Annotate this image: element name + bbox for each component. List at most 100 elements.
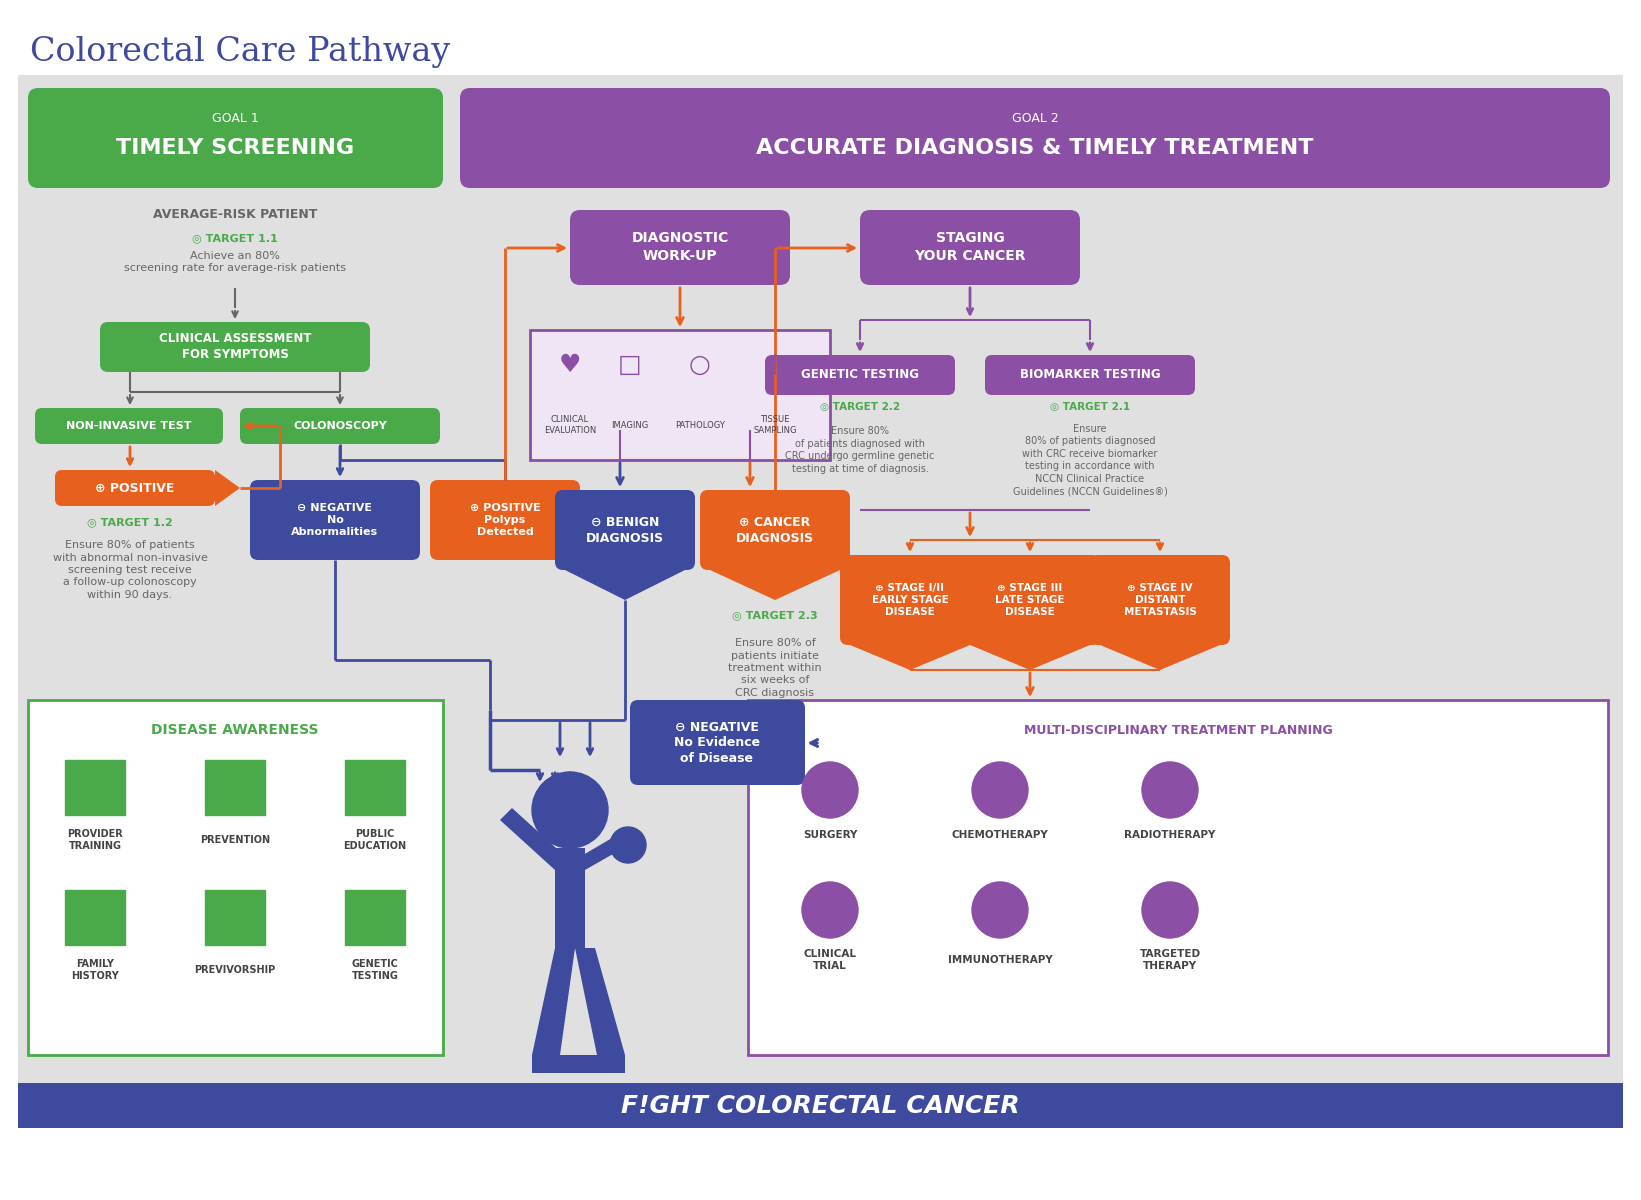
Bar xyxy=(66,890,125,946)
Text: ⊖ NEGATIVE
No
Abnormalities: ⊖ NEGATIVE No Abnormalities xyxy=(292,503,379,538)
Text: NON-INVASIVE TEST: NON-INVASIVE TEST xyxy=(66,421,192,431)
Text: Ensure
80% of patients diagnosed
with CRC receive biomarker
testing in accordanc: Ensure 80% of patients diagnosed with CR… xyxy=(1012,424,1167,496)
Text: BIOMARKER TESTING: BIOMARKER TESTING xyxy=(1019,368,1160,382)
FancyBboxPatch shape xyxy=(630,700,806,785)
Text: AVERAGE-RISK PATIENT: AVERAGE-RISK PATIENT xyxy=(153,209,317,222)
Text: CHEMOTHERAPY: CHEMOTHERAPY xyxy=(952,830,1049,840)
FancyBboxPatch shape xyxy=(860,210,1080,284)
Text: TISSUE
SAMPLING: TISSUE SAMPLING xyxy=(753,415,798,436)
Text: SURGERY: SURGERY xyxy=(802,830,857,840)
Text: ◎ TARGET 2.2: ◎ TARGET 2.2 xyxy=(820,402,899,412)
FancyBboxPatch shape xyxy=(56,470,215,506)
Text: GOAL 2: GOAL 2 xyxy=(1011,112,1058,125)
Bar xyxy=(530,330,830,460)
Text: F!GHT COLORECTAL CANCER: F!GHT COLORECTAL CANCER xyxy=(620,1094,1019,1118)
Text: FAMILY
HISTORY: FAMILY HISTORY xyxy=(71,959,118,982)
Text: DISEASE AWARENESS: DISEASE AWARENESS xyxy=(151,722,318,737)
Bar xyxy=(345,890,405,946)
Text: PREVIVORSHIP: PREVIVORSHIP xyxy=(194,965,276,974)
Text: ◎ TARGET 2.1: ◎ TARGET 2.1 xyxy=(1050,402,1131,412)
Circle shape xyxy=(532,772,609,848)
FancyBboxPatch shape xyxy=(34,408,223,444)
Circle shape xyxy=(802,882,858,938)
Circle shape xyxy=(1142,882,1198,938)
Text: □: □ xyxy=(619,353,642,377)
Polygon shape xyxy=(1099,646,1219,670)
FancyBboxPatch shape xyxy=(249,480,420,560)
FancyBboxPatch shape xyxy=(100,322,369,372)
Bar xyxy=(18,1082,1623,1128)
Polygon shape xyxy=(565,570,684,600)
Text: Achieve an 80%
screening rate for average-risk patients: Achieve an 80% screening rate for averag… xyxy=(125,251,346,274)
Text: CLINICAL
EVALUATION: CLINICAL EVALUATION xyxy=(543,415,596,436)
Text: ◎ TARGET 2.3: ◎ TARGET 2.3 xyxy=(732,610,817,620)
FancyBboxPatch shape xyxy=(1090,554,1231,646)
Text: ACCURATE DIAGNOSIS & TIMELY TREATMENT: ACCURATE DIAGNOSIS & TIMELY TREATMENT xyxy=(757,138,1314,158)
FancyBboxPatch shape xyxy=(985,355,1195,395)
FancyBboxPatch shape xyxy=(459,88,1610,188)
FancyBboxPatch shape xyxy=(530,330,830,460)
Text: †: † xyxy=(768,353,781,377)
FancyBboxPatch shape xyxy=(28,88,443,188)
FancyBboxPatch shape xyxy=(960,554,1099,646)
FancyBboxPatch shape xyxy=(569,210,789,284)
Text: GENETIC
TESTING: GENETIC TESTING xyxy=(351,959,399,982)
Text: ◎ TARGET 1.2: ◎ TARGET 1.2 xyxy=(87,517,172,527)
FancyBboxPatch shape xyxy=(765,355,955,395)
Circle shape xyxy=(971,882,1027,938)
Text: TARGETED
THERAPY: TARGETED THERAPY xyxy=(1139,949,1201,971)
Bar xyxy=(205,760,264,815)
Polygon shape xyxy=(574,948,625,1055)
Bar xyxy=(532,1055,625,1073)
Text: ♥: ♥ xyxy=(560,353,581,377)
Text: ⊕ CANCER
DIAGNOSIS: ⊕ CANCER DIAGNOSIS xyxy=(735,516,814,545)
Polygon shape xyxy=(578,838,620,870)
Circle shape xyxy=(1142,762,1198,818)
Text: COLONOSCOPY: COLONOSCOPY xyxy=(294,421,387,431)
Circle shape xyxy=(610,827,647,863)
Text: PREVENTION: PREVENTION xyxy=(200,835,271,845)
Text: PATHOLOGY: PATHOLOGY xyxy=(674,420,725,430)
Bar xyxy=(66,760,125,815)
Polygon shape xyxy=(532,948,574,1055)
Text: CLINICAL
TRIAL: CLINICAL TRIAL xyxy=(804,949,857,971)
Bar xyxy=(555,848,584,948)
Bar xyxy=(345,760,405,815)
Text: ⊕ STAGE IV
DISTANT
METASTASIS: ⊕ STAGE IV DISTANT METASTASIS xyxy=(1124,582,1196,617)
Polygon shape xyxy=(215,470,240,506)
Text: ○: ○ xyxy=(689,353,711,377)
Text: ⊕ POSITIVE
Polyps
Detected: ⊕ POSITIVE Polyps Detected xyxy=(469,503,540,538)
Bar xyxy=(205,890,264,946)
Text: ⊕ STAGE I/II
EARLY STAGE
DISEASE: ⊕ STAGE I/II EARLY STAGE DISEASE xyxy=(871,582,948,617)
Text: ⊖ NEGATIVE
No Evidence
of Disease: ⊖ NEGATIVE No Evidence of Disease xyxy=(674,720,760,766)
Text: PROVIDER
TRAINING: PROVIDER TRAINING xyxy=(67,829,123,851)
Text: Ensure 80%
of patients diagnosed with
CRC undergo germline genetic
testing at ti: Ensure 80% of patients diagnosed with CR… xyxy=(786,426,935,474)
Text: PUBLIC
EDUCATION: PUBLIC EDUCATION xyxy=(343,829,407,851)
Polygon shape xyxy=(850,646,970,670)
Text: DIAGNOSTIC
WORK-UP: DIAGNOSTIC WORK-UP xyxy=(632,232,729,263)
FancyBboxPatch shape xyxy=(240,408,440,444)
Text: IMAGING: IMAGING xyxy=(612,420,648,430)
Text: STAGING
YOUR CANCER: STAGING YOUR CANCER xyxy=(914,232,1026,263)
Text: ⊕ STAGE III
LATE STAGE
DISEASE: ⊕ STAGE III LATE STAGE DISEASE xyxy=(994,582,1065,617)
FancyBboxPatch shape xyxy=(555,490,696,570)
Polygon shape xyxy=(970,646,1090,670)
Bar xyxy=(748,700,1608,1055)
Text: Ensure 80% of
patients initiate
treatment within
six weeks of
CRC diagnosis: Ensure 80% of patients initiate treatmen… xyxy=(729,638,822,697)
Text: ⊖ BENIGN
DIAGNOSIS: ⊖ BENIGN DIAGNOSIS xyxy=(586,516,665,545)
Text: GENETIC TESTING: GENETIC TESTING xyxy=(801,368,919,382)
FancyBboxPatch shape xyxy=(430,480,579,560)
FancyBboxPatch shape xyxy=(840,554,980,646)
Text: ⊕ POSITIVE: ⊕ POSITIVE xyxy=(95,481,174,494)
Text: Ensure 80% of patients
with abnormal non-invasive
screening test receive
a follo: Ensure 80% of patients with abnormal non… xyxy=(53,540,207,600)
Text: IMMUNOTHERAPY: IMMUNOTHERAPY xyxy=(947,955,1052,965)
Polygon shape xyxy=(501,808,568,870)
Text: Colorectal Care Pathway: Colorectal Care Pathway xyxy=(30,36,450,68)
Text: RADIOTHERAPY: RADIOTHERAPY xyxy=(1124,830,1216,840)
Text: GOAL 1: GOAL 1 xyxy=(212,112,258,125)
Bar xyxy=(28,700,443,1055)
Text: TIMELY SCREENING: TIMELY SCREENING xyxy=(117,138,354,158)
Circle shape xyxy=(971,762,1027,818)
Text: ◎ TARGET 1.1: ◎ TARGET 1.1 xyxy=(192,233,277,242)
Circle shape xyxy=(802,762,858,818)
